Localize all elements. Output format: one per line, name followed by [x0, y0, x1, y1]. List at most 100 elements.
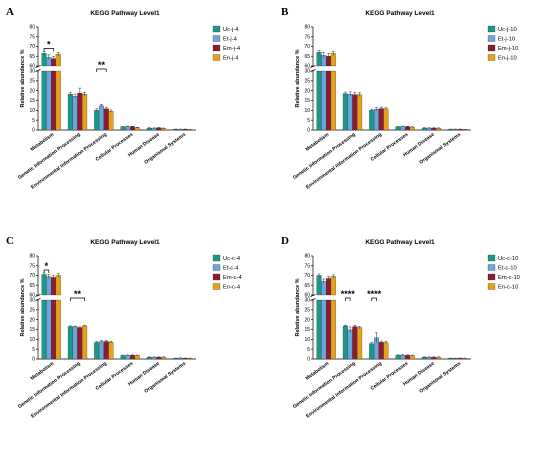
legend-swatch [487, 35, 496, 42]
bar [125, 126, 131, 131]
bar [130, 126, 136, 131]
chart-panel-b: B KEGG Pathway Level1 Relative abundance %… [281, 6, 518, 191]
bar [77, 92, 83, 131]
bar [373, 109, 379, 131]
legend-label: Et-c-4 [223, 266, 239, 272]
category-label: Metabolism [30, 360, 56, 381]
bar [326, 278, 332, 296]
bar [46, 276, 52, 296]
legend-label: En-j-10 [498, 56, 517, 62]
bar [369, 110, 375, 131]
bar [82, 94, 88, 131]
legend-swatch [212, 273, 221, 281]
bar [369, 343, 375, 360]
y-tick-label: 70 [29, 273, 35, 279]
y-tick-label: 60 [29, 293, 35, 299]
bar [326, 299, 332, 360]
y-tick-label: 0 [32, 128, 35, 134]
y-tick-label: 60 [304, 293, 310, 299]
y-tick-label: 75 [29, 263, 35, 269]
legend-swatch [212, 254, 221, 262]
legend-label: Uc-c-10 [498, 256, 518, 262]
axis-break-mark [310, 294, 316, 297]
y-tick-label: 80 [29, 25, 35, 31]
bar [357, 327, 363, 360]
bar [55, 275, 61, 296]
bar [357, 94, 363, 131]
bar [395, 126, 401, 131]
bar [51, 299, 57, 360]
chart-title: KEGG Pathway Level1 [365, 10, 435, 17]
significance-bracket [345, 297, 351, 301]
y-tick-label: 5 [307, 118, 310, 124]
y-tick-label: 20 [304, 88, 310, 94]
panel-letter: D [281, 235, 289, 247]
y-tick-label: 30 [29, 298, 35, 304]
bar [316, 70, 322, 131]
y-tick-label: 15 [29, 98, 35, 104]
bar [405, 126, 411, 131]
bar [103, 108, 109, 131]
legend-swatch [487, 283, 496, 290]
y-tick-label: 75 [29, 34, 35, 40]
y-tick-label: 10 [29, 108, 35, 114]
y-tick-label: 10 [304, 108, 310, 114]
legend-label: Et-j-4 [223, 37, 238, 43]
bar [130, 355, 136, 360]
bar [326, 70, 332, 131]
y-tick-label: 5 [32, 347, 35, 353]
y-tick-label: 60 [304, 64, 310, 70]
legend-swatch [487, 264, 496, 271]
y-tick-label: 25 [29, 79, 35, 85]
bar [51, 277, 57, 296]
y-tick-label: 65 [304, 54, 310, 60]
bar [347, 329, 353, 360]
chart-panel-c: C KEGG Pathway Level1 Relative abundance %… [6, 235, 242, 420]
bar [383, 342, 389, 360]
y-tick-label: 70 [29, 44, 35, 50]
bar [125, 355, 131, 360]
bar [41, 70, 47, 131]
bar [94, 342, 100, 360]
y-tick-label: 30 [29, 69, 35, 75]
panel-letter: B [281, 6, 289, 18]
bar [103, 341, 109, 360]
bar [72, 326, 78, 360]
legend-swatch [487, 254, 496, 262]
bar [409, 355, 415, 360]
bar [400, 126, 406, 131]
bar [316, 299, 322, 360]
category-label: Metabolism [30, 131, 56, 152]
bar [342, 93, 348, 131]
significance-label: * [45, 261, 49, 271]
bar [51, 70, 57, 131]
bar [94, 110, 100, 131]
category-label: Metabolism [305, 360, 331, 381]
y-tick-label: 0 [307, 357, 310, 363]
bar [72, 96, 78, 131]
bar [352, 94, 358, 131]
chart-panel-d: D KEGG Pathway Level1 Relative abundance %… [281, 235, 520, 420]
y-axis-label: Relative abundance % [295, 49, 301, 107]
legend-swatch [487, 25, 496, 33]
significance-label: **** [367, 289, 382, 299]
y-tick-label: 15 [304, 98, 310, 104]
bar [82, 325, 88, 360]
legend-label: Uc-c-4 [223, 256, 241, 262]
bar [46, 70, 52, 131]
bar [120, 355, 126, 360]
y-tick-label: 75 [304, 263, 310, 269]
axis-break-mark [35, 294, 41, 297]
bar [330, 276, 336, 296]
legend-label: En-c-10 [498, 285, 518, 291]
bar [352, 326, 358, 360]
bar [347, 94, 353, 131]
y-tick-label: 0 [307, 128, 310, 134]
y-tick-label: 20 [29, 88, 35, 94]
y-tick-label: 65 [29, 54, 35, 60]
legend-swatch [487, 54, 496, 61]
bar [316, 275, 322, 296]
significance-label: * [47, 39, 51, 49]
bar [330, 299, 336, 360]
